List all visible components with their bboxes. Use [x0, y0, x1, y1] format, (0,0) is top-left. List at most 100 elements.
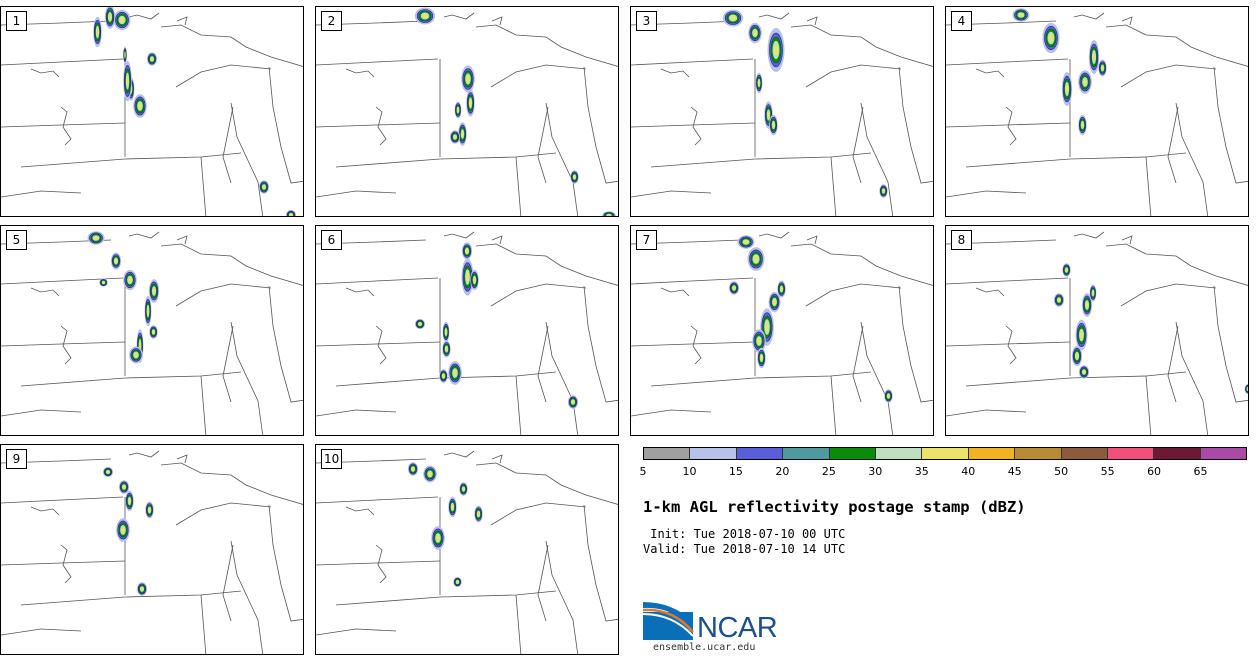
reflectivity-echo: [760, 355, 763, 361]
reflectivity-echo: [774, 44, 778, 56]
member-number: 2: [321, 11, 342, 31]
map-2: [316, 7, 618, 216]
reflectivity-echo: [466, 272, 469, 282]
boundary-line: [222, 325, 234, 403]
boundary-line: [860, 321, 894, 435]
boundary-line: [860, 102, 894, 216]
reflectivity-echo: [1092, 291, 1094, 295]
boundary-line: [375, 106, 387, 146]
boundary-line: [1145, 156, 1152, 216]
reflectivity-echo: [457, 108, 459, 112]
member-number: 8: [951, 230, 972, 250]
reflectivity-echo: [121, 527, 125, 533]
ncar-logo-icon: [643, 602, 694, 640]
reflectivity-echo: [106, 470, 110, 474]
boundary-line: [268, 285, 303, 403]
colorbar-segment-50: [1061, 448, 1108, 459]
colorbar-tick-label: 25: [821, 465, 836, 478]
boundary-line: [1105, 243, 1248, 286]
member-panel-4: 4: [945, 6, 1249, 217]
boundary-line: [1120, 64, 1217, 88]
boundary-line: [830, 375, 837, 435]
boundary-line: [946, 409, 1027, 417]
boundary-line: [490, 64, 587, 88]
boundary-line: [316, 277, 439, 285]
reflectivity-echo: [418, 322, 422, 326]
map-8: [946, 231, 1248, 435]
boundary-line: [128, 12, 160, 20]
boundary-line: [515, 375, 522, 435]
colorbar-tick-label: 35: [914, 465, 929, 478]
ncar-logo-text: NCAR: [697, 612, 778, 644]
reflectivity-echo: [150, 57, 154, 61]
boundary-line: [222, 544, 234, 622]
boundary-line: [475, 24, 618, 67]
colorbar-tick-label: 15: [728, 465, 743, 478]
reflectivity-echo: [767, 111, 770, 119]
colorbar-segment-40: [968, 448, 1016, 459]
map-4: [946, 8, 1248, 216]
reflectivity-echo: [1081, 122, 1084, 128]
boundary-line: [490, 283, 587, 307]
colorbar-tick-label: 30: [868, 465, 883, 478]
boundary-line: [1, 341, 126, 347]
reflectivity-echo: [1065, 268, 1068, 272]
boundary-line: [631, 58, 754, 66]
colorbar-tick-label: 55: [1100, 465, 1115, 478]
boundary-line: [975, 68, 1005, 78]
boundary-line: [176, 235, 188, 245]
reflectivity-echo: [882, 189, 885, 193]
member-number: 5: [6, 230, 27, 250]
reflectivity-echo: [1101, 66, 1104, 70]
reflectivity-echo: [462, 487, 465, 491]
boundary-line: [316, 190, 397, 198]
reflectivity-echo: [732, 286, 736, 290]
boundary-line: [631, 122, 756, 128]
member-panel-7: 7: [630, 225, 934, 436]
boundary-line: [545, 321, 579, 435]
boundary-line: [30, 287, 60, 297]
colorbar-segment-15: [736, 448, 784, 459]
reflectivity-echo: [442, 374, 445, 378]
boundary-line: [965, 371, 1187, 387]
reflectivity-echo: [120, 17, 124, 23]
boundary-line: [631, 409, 712, 417]
reflectivity-echo: [466, 75, 470, 83]
boundary-line: [806, 235, 818, 245]
reflectivity-echo: [1080, 331, 1083, 339]
colorbar-tick-label: 65: [1193, 465, 1208, 478]
boundary-line: [443, 12, 475, 20]
reflectivity-echo: [772, 122, 775, 128]
boundary-line: [268, 66, 303, 184]
reflectivity-echo: [128, 498, 131, 504]
boundary-line: [650, 371, 872, 387]
boundary-line: [230, 321, 264, 435]
reflectivity-echo: [573, 175, 576, 179]
reflectivity-echo: [126, 76, 129, 86]
reflectivity-echo: [453, 135, 457, 139]
boundary-line: [316, 341, 441, 347]
boundary-line: [1145, 375, 1152, 435]
boundary-line: [475, 462, 618, 505]
reflectivity-echo: [744, 240, 748, 244]
boundary-line: [316, 58, 439, 66]
boundary-line: [160, 24, 303, 67]
reflectivity-echo: [757, 338, 761, 344]
boundary-line: [335, 152, 557, 168]
member-number: 7: [636, 230, 657, 250]
reflectivity-echo: [96, 28, 99, 36]
colorbar-tick-label: 50: [1054, 465, 1069, 478]
boundary-line: [176, 454, 188, 464]
colorbar-tick-label: 40: [961, 465, 976, 478]
boundary-line: [268, 504, 303, 622]
boundary-line: [1, 58, 124, 66]
member-number: 4: [951, 11, 972, 31]
boundary-line: [345, 506, 375, 516]
colorbar-segment-65: [1200, 448, 1247, 459]
boundary-line: [443, 231, 475, 239]
boundary-line: [758, 231, 790, 239]
boundary-line: [965, 152, 1187, 168]
boundary-line: [583, 285, 618, 403]
reflectivity-echo: [422, 14, 428, 18]
reflectivity-echo: [1247, 387, 1248, 391]
